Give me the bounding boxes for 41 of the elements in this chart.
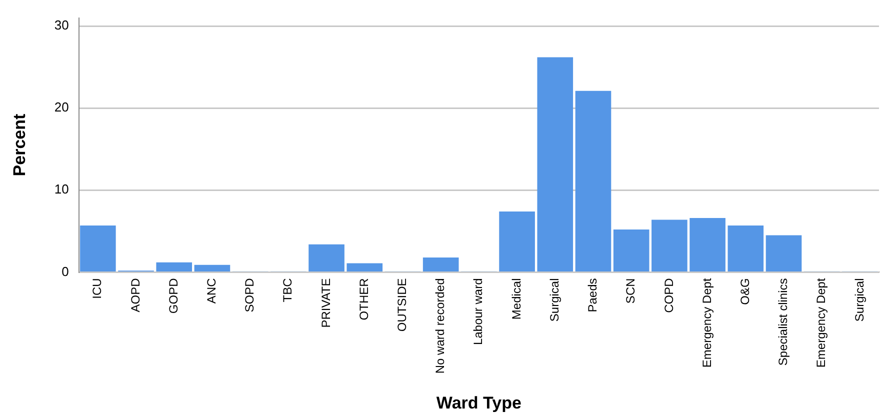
x-tick-label: Paeds (586, 278, 600, 312)
bar (613, 230, 650, 272)
bar (690, 218, 726, 272)
bar (308, 244, 344, 272)
x-tick-label: SOPD (242, 278, 257, 312)
x-tick-label: ICU (90, 278, 104, 299)
x-tick-label: Medical (509, 278, 524, 320)
x-tick-label: Emergency Dept (700, 278, 714, 368)
bar (422, 257, 459, 272)
x-tick-label: GOPD (166, 278, 180, 314)
y-axis-title: Percent (10, 113, 29, 176)
x-tick-label: COPD (662, 278, 676, 313)
x-tick-label: Specialist clinics (776, 278, 790, 366)
y-tick-label: 30 (54, 18, 69, 33)
x-tick-label: No ward recorded (433, 278, 448, 374)
bar (156, 262, 192, 272)
bar (575, 90, 612, 272)
y-tick-label: 20 (54, 100, 69, 115)
x-axis-title: Ward Type (436, 393, 522, 412)
bar (766, 235, 802, 272)
x-tick-label: OUTSIDE (395, 278, 410, 332)
x-tick-label: OTHER (356, 278, 371, 320)
bar (80, 225, 116, 272)
bar (537, 57, 574, 272)
y-tick-label: 0 (62, 264, 69, 279)
y-tick-label: 10 (54, 182, 69, 197)
x-tick-label: TBC (280, 278, 295, 302)
x-tick-label: AOPD (128, 278, 142, 312)
x-tick-label: PRIVATE (318, 278, 333, 328)
bar (652, 220, 688, 272)
x-tick-label: Surgical (852, 278, 866, 322)
bar (194, 264, 230, 272)
x-tick-label: Emergency Dept (814, 278, 828, 368)
x-tick-label: SCN (624, 278, 638, 304)
x-tick-label: O&G (738, 278, 752, 305)
bar (499, 211, 535, 272)
x-tick-label: Surgical (547, 278, 562, 322)
bar (346, 263, 383, 272)
x-tick-label: Labour ward (471, 278, 486, 345)
bar (728, 225, 764, 272)
x-tick-label: ANC (204, 278, 219, 304)
